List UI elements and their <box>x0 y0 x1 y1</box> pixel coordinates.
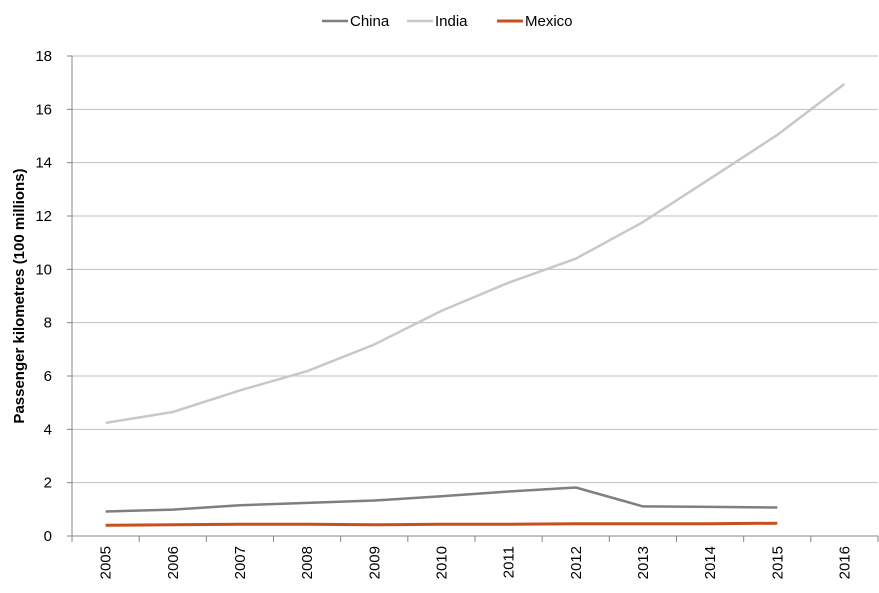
y-tick-label-16: 16 <box>35 101 52 118</box>
x-tick-labels: 2005 2006 2007 2008 2009 2010 2011 2012 2013 2014… <box>98 546 854 579</box>
x-tick-label-2005: 2005 <box>98 546 115 579</box>
series-lines <box>105 83 846 527</box>
series-line-china <box>105 486 778 513</box>
y-tick-label-6: 6 <box>44 368 52 385</box>
x-tick-label-2012: 2012 <box>568 546 585 579</box>
x-tick-label-2013: 2013 <box>635 546 652 579</box>
y-tick-label-18: 18 <box>35 48 52 65</box>
y-tick-labels: 0 2 4 6 8 10 12 14 16 18 <box>35 48 52 545</box>
y-tick-label-2: 2 <box>44 475 52 492</box>
series-line-india <box>105 83 846 425</box>
series-line-mexico <box>105 521 778 527</box>
x-tick-label-2006: 2006 <box>165 546 182 579</box>
legend-label-china: China <box>350 13 390 30</box>
x-tick-label-2010: 2010 <box>433 546 450 579</box>
y-tick-label-14: 14 <box>35 155 52 172</box>
legend-label-india: India <box>435 13 468 30</box>
x-tick-label-2011: 2011 <box>501 546 518 578</box>
y-tick-label-12: 12 <box>35 208 52 225</box>
legend: China India Mexico <box>322 13 573 30</box>
x-tick-label-2014: 2014 <box>702 546 719 579</box>
x-tick-label-2015: 2015 <box>769 546 786 579</box>
axes <box>67 55 879 542</box>
x-tick-label-2009: 2009 <box>366 546 383 579</box>
legend-label-mexico: Mexico <box>525 13 573 30</box>
y-tick-label-0: 0 <box>44 528 52 545</box>
x-tick-label-2007: 2007 <box>232 546 249 579</box>
y-tick-label-10: 10 <box>35 261 52 278</box>
y-tick-label-8: 8 <box>44 315 52 332</box>
gridlines <box>72 55 878 484</box>
x-tick-label-2016: 2016 <box>836 546 853 579</box>
x-tick-label-2008: 2008 <box>299 546 316 579</box>
y-tick-label-4: 4 <box>44 421 52 438</box>
y-axis-title: Passenger kilometres (100 millions) <box>11 168 28 423</box>
